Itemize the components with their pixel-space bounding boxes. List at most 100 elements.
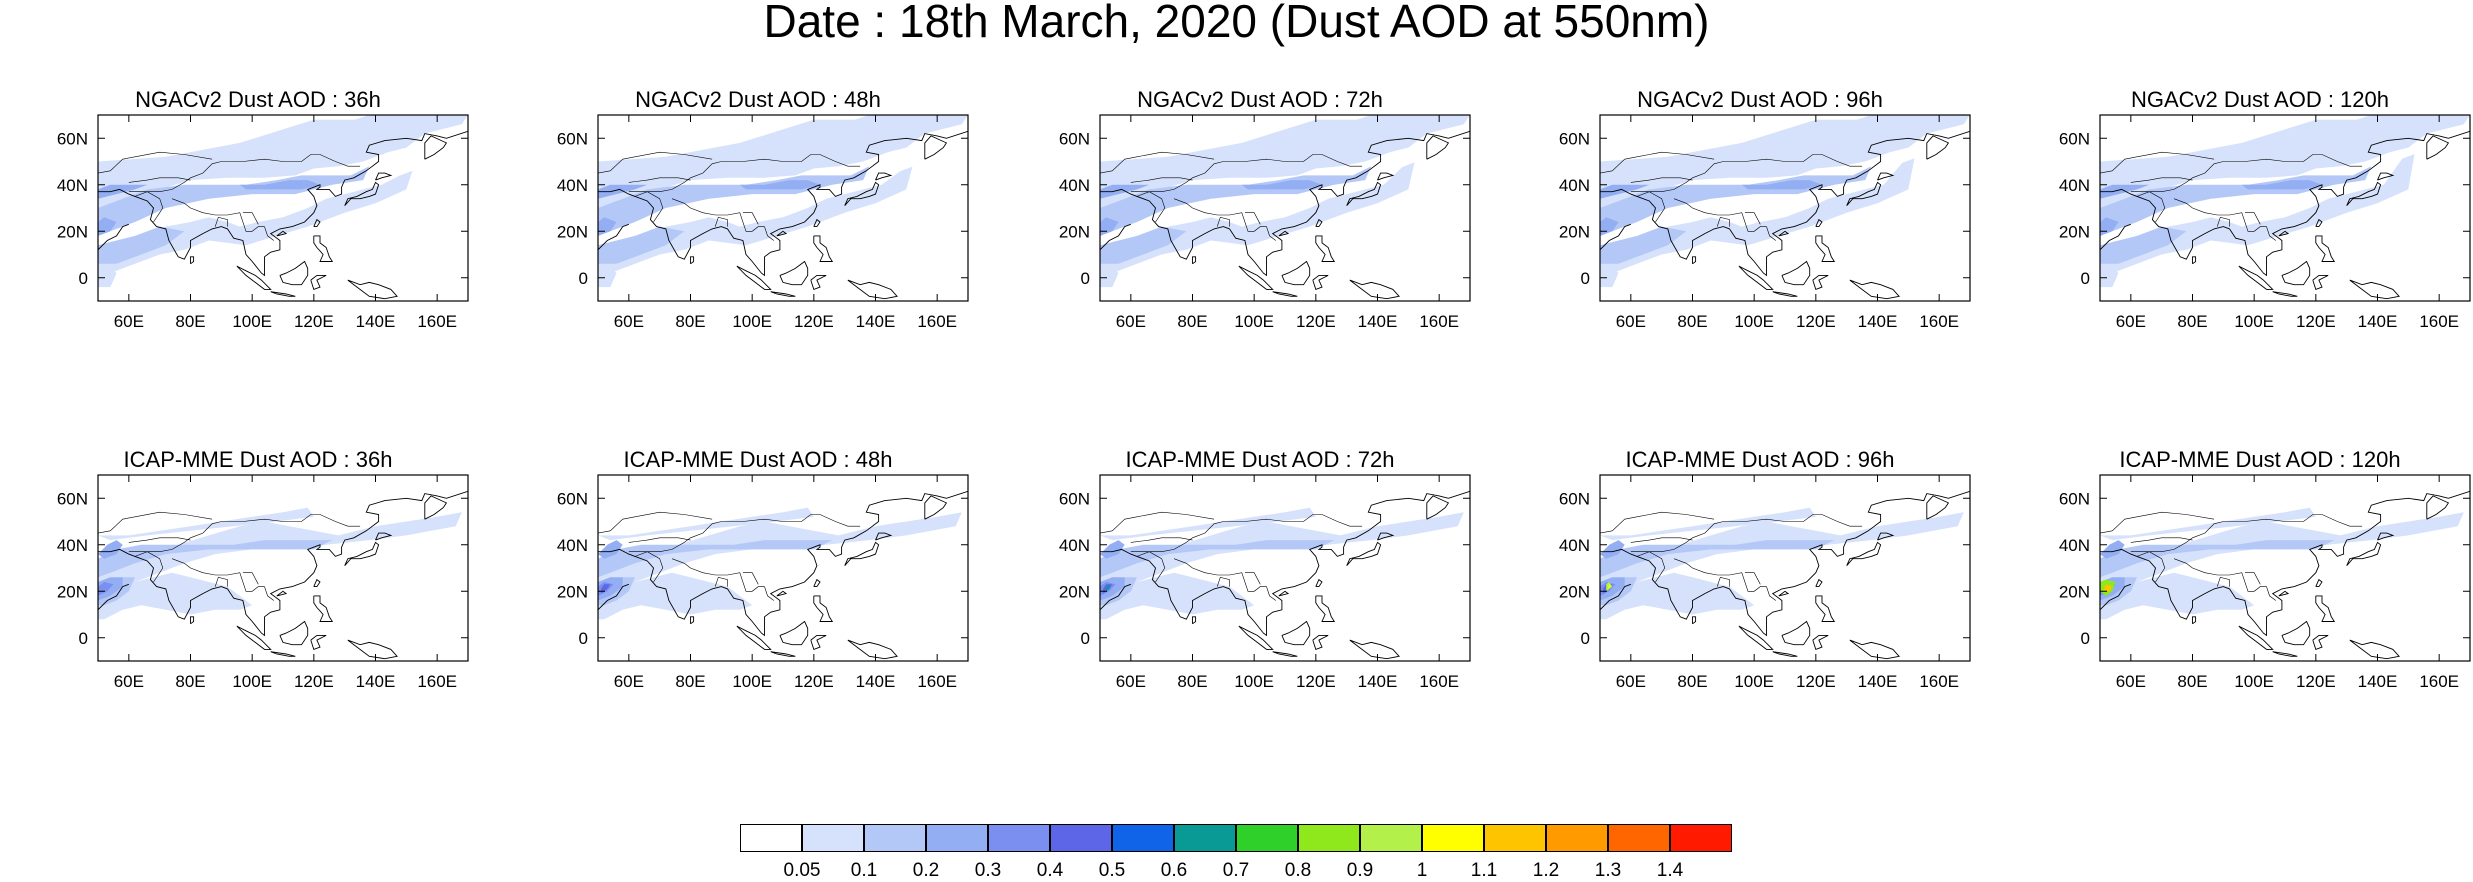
coastline — [770, 291, 796, 297]
colorbar-label: 0.7 — [1222, 860, 1250, 881]
colorbar-label: 0.6 — [1160, 860, 1188, 881]
lon-tick-label: 100E — [232, 312, 272, 331]
lon-tick-label: 160E — [2419, 312, 2459, 331]
coastline — [1781, 260, 1811, 286]
country-border — [1600, 511, 1715, 534]
coastline — [844, 181, 880, 206]
country-border — [714, 576, 728, 587]
lat-tick-label: 20N — [557, 222, 588, 241]
coastline — [2315, 235, 2336, 262]
coastline — [736, 625, 772, 650]
aod-contour — [1741, 180, 1822, 190]
coastline — [813, 578, 821, 588]
map-frame — [1099, 474, 1471, 662]
lat-tick-label: 60N — [2059, 129, 2090, 148]
country-border — [1136, 551, 1166, 583]
coastline — [1100, 223, 1131, 251]
coastline — [270, 651, 296, 657]
map-frame — [1099, 114, 1471, 302]
coastline — [690, 256, 695, 265]
coastline — [1349, 639, 1400, 660]
coastline — [279, 620, 309, 646]
country-border — [1630, 154, 1863, 192]
dust-aod-map: 60E 80E 100E 120E 140E 160E 60N 40N 20N 0 — [557, 474, 969, 691]
figure-title: Date : 18th March, 2020 (Dust AOD at 550… — [763, 0, 1710, 47]
lon-tick-label: 80E — [675, 312, 705, 331]
coastline — [1815, 235, 1836, 262]
aod-contour — [2100, 572, 2255, 620]
lat-tick-label: 0 — [2081, 269, 2090, 288]
colorbar-label: 0.8 — [1284, 860, 1312, 881]
country-border — [628, 177, 691, 183]
lon-tick-label: 140E — [856, 312, 896, 331]
coastline — [1846, 181, 1882, 206]
aod-contour — [598, 540, 623, 559]
country-border — [2216, 216, 2230, 227]
coastline — [2238, 625, 2274, 650]
map-panel: NGACv2 Dust AOD : 48h 60E 80E 100E 120E 140E 1… — [548, 88, 969, 343]
coastline — [1346, 181, 1382, 206]
coastline — [2315, 218, 2323, 228]
coastline — [1600, 490, 1970, 637]
coastline — [779, 260, 809, 286]
lon-tick-label: 120E — [1296, 312, 1336, 331]
panel-title: ICAP-MME Dust AOD : 48h — [623, 447, 893, 472]
coastline — [776, 590, 788, 597]
coastline — [2278, 230, 2290, 237]
coastline — [344, 541, 380, 566]
aod-contour — [1600, 158, 1915, 278]
lon-tick-label: 160E — [1419, 672, 1459, 691]
aod-contour — [598, 507, 814, 541]
lon-tick-label: 60E — [2116, 672, 2146, 691]
country-border — [628, 537, 691, 543]
map-panel: NGACv2 Dust AOD : 120h 60E 80E 100E 120E 140E… — [2050, 88, 2471, 343]
coastline — [344, 181, 380, 206]
coastline — [98, 130, 468, 277]
coastline — [190, 616, 195, 625]
country-border — [2173, 198, 2267, 232]
dust-aod-map: 60E 80E 100E 120E 140E 160E 60N 40N 20N 0 — [1559, 474, 1971, 691]
lon-tick-label: 100E — [1234, 312, 1274, 331]
panel-title: ICAP-MME Dust AOD : 72h — [1125, 447, 1395, 472]
lon-tick-label: 160E — [1419, 312, 1459, 331]
map-panel: ICAP-MME Dust AOD : 36h 60E 80E 100E 120E 140… — [48, 448, 469, 703]
country-border — [628, 514, 861, 552]
coastline — [2349, 279, 2400, 300]
country-border — [714, 216, 728, 227]
coastline — [875, 172, 893, 181]
country-border — [242, 212, 259, 225]
coastline — [2315, 595, 2336, 622]
country-border — [764, 226, 774, 241]
country-border — [1716, 576, 1730, 587]
lon-tick-label: 80E — [1677, 312, 1707, 331]
coastline — [2192, 616, 2197, 625]
dust-field — [598, 490, 968, 660]
country-border — [264, 226, 274, 241]
coastline — [1315, 595, 1336, 622]
lon-tick-label: 80E — [2177, 672, 2207, 691]
lon-tick-label: 160E — [917, 312, 957, 331]
coastline — [2377, 532, 2395, 541]
country-border — [2266, 586, 2276, 601]
aod-contour — [2100, 540, 2125, 559]
map-panel: ICAP-MME Dust AOD : 48h 60E 80E 100E 120E 140… — [548, 447, 969, 703]
coastline — [1772, 651, 1798, 657]
lat-tick-label: 20N — [1059, 582, 1090, 601]
coastline — [1815, 218, 1823, 228]
lon-tick-label: 60E — [1116, 312, 1146, 331]
aod-contour — [98, 540, 123, 559]
aod-contour — [98, 170, 413, 278]
aod-contour — [2100, 226, 2187, 264]
lat-tick-label: 40N — [1559, 176, 1590, 195]
coastline — [375, 172, 393, 181]
coastline — [98, 223, 129, 251]
coastline — [1346, 541, 1382, 566]
coastline — [690, 616, 695, 625]
coastline — [1100, 583, 1131, 611]
lon-tick-label: 120E — [794, 312, 834, 331]
country-border — [634, 191, 664, 223]
colorbar-swatch — [1422, 824, 1484, 852]
coastline — [1772, 291, 1798, 297]
colorbar-label: 0.9 — [1346, 860, 1374, 881]
coastline — [1312, 634, 1329, 650]
